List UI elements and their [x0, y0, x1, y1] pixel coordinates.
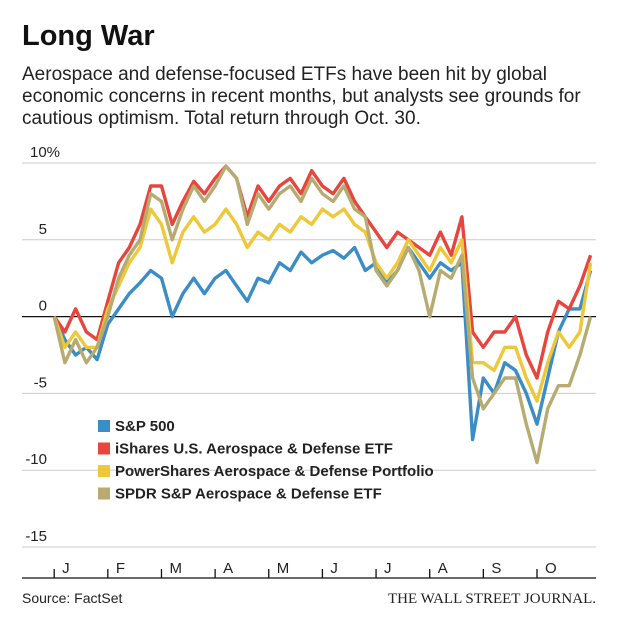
credit: THE WALL STREET JOURNAL. [388, 591, 596, 607]
x-tick-label: M [169, 560, 182, 577]
legend-swatch [98, 465, 110, 477]
x-tick-label: J [62, 560, 70, 577]
series-line [52, 164, 593, 380]
legend-label: iShares U.S. Aerospace & Defense ETF [115, 441, 393, 458]
y-tick-label: -5 [34, 374, 47, 391]
x-tick-label: A [438, 560, 448, 577]
x-tick-label: S [491, 560, 501, 577]
x-tick-label: O [545, 560, 557, 577]
legend-label: PowerShares Aerospace & Defense Portfoli… [115, 463, 434, 480]
y-tick-label: 5 [39, 221, 47, 238]
y-tick-label: 10% [30, 144, 60, 161]
x-tick-label: A [223, 560, 233, 577]
chart-title: Long War [22, 20, 155, 52]
source: Source: FactSet [22, 590, 122, 606]
legend-swatch [98, 442, 110, 455]
series-line [52, 164, 593, 465]
y-tick-label: -15 [25, 528, 47, 545]
y-tick-label: -10 [25, 451, 47, 468]
series-line [52, 245, 593, 442]
legend-label: S&P 500 [115, 418, 175, 435]
legend-label: SPDR S&P Aerospace & Defense ETF [115, 486, 382, 503]
series-line [52, 207, 593, 403]
legend-swatch [98, 487, 110, 500]
x-tick-label: F [116, 560, 125, 577]
legend-swatch [98, 420, 110, 432]
x-tick-label: M [277, 560, 290, 577]
x-tick-label: J [330, 560, 338, 577]
y-tick-label: 0 [39, 298, 47, 315]
chart-subtitle: Aerospace and defense-focused ETFs have … [22, 64, 581, 129]
x-tick-label: J [384, 560, 392, 577]
